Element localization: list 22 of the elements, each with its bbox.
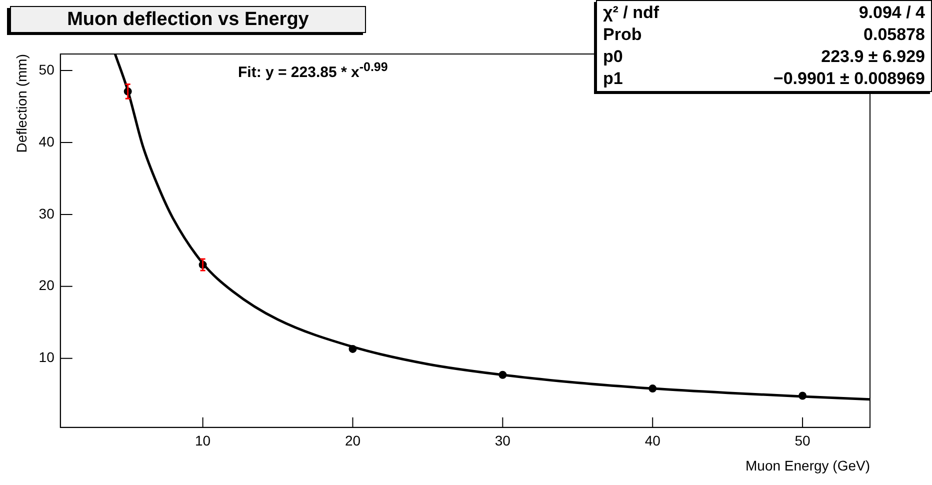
x-tick-label: 10	[195, 432, 211, 449]
text: χ² / ndf	[603, 2, 660, 24]
y-axis-title: Deflection (mm)	[13, 54, 30, 153]
x-tick-label: 30	[494, 432, 511, 449]
y-tick-label: 10	[38, 349, 55, 366]
y-tick-label: 20	[38, 277, 55, 294]
x-tick-label: 40	[644, 432, 661, 449]
y-tick-label: 30	[38, 205, 55, 222]
annotation: p1	[603, 68, 623, 90]
x-tick-label: 20	[344, 432, 361, 449]
annotation: −0.9901 ± 0.008969	[773, 68, 925, 90]
annotation: p0	[603, 46, 623, 68]
y-tick-label: 40	[38, 133, 55, 150]
text: Prob	[603, 24, 642, 46]
annotation: 223.9 ± 6.929	[821, 46, 925, 68]
chart-title: Muon deflection vs Energy	[10, 6, 366, 33]
annotation: Fit: y = 223.85 * x$^{-0.99}$	[238, 60, 388, 81]
text: 9.094 / 4	[858, 2, 925, 24]
x-axis-title: Muon Energy (GeV)	[746, 457, 870, 474]
x-tick-label: 50	[794, 432, 811, 449]
y-tick-label: 50	[38, 61, 55, 78]
text: 0.05878	[864, 24, 925, 46]
